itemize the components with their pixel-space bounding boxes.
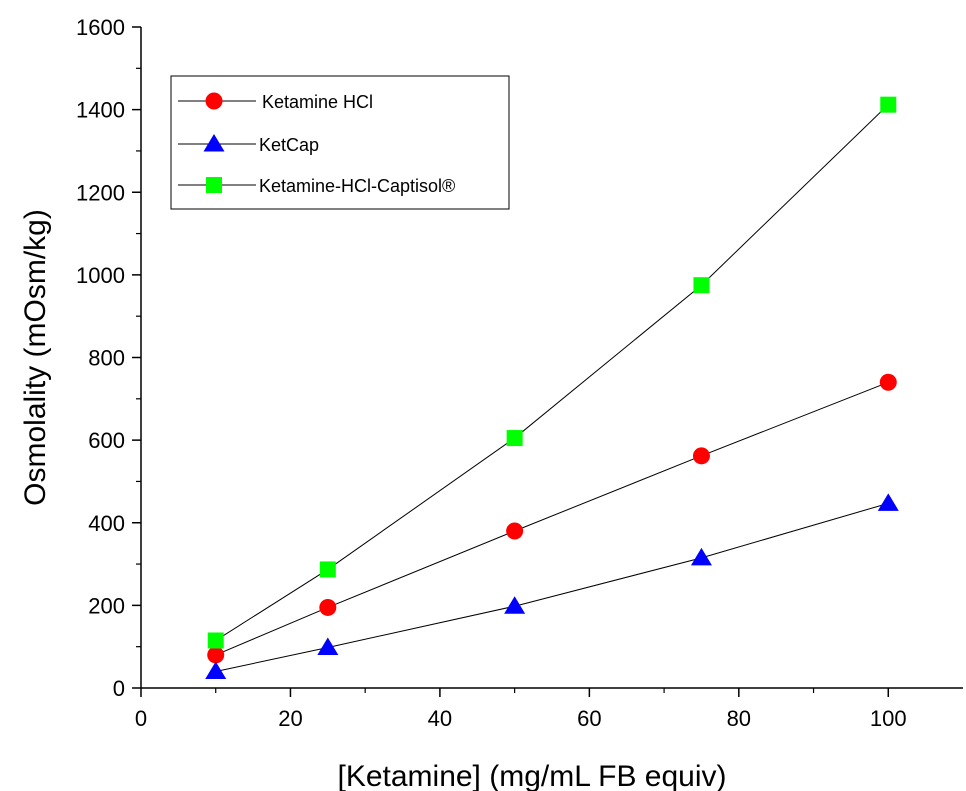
data-point xyxy=(690,547,712,566)
data-point xyxy=(207,646,225,664)
data-point xyxy=(317,637,339,656)
data-point xyxy=(880,96,897,113)
x-axis-title: [Ketamine] (mg/mL FB equiv) xyxy=(337,760,726,791)
y-tick-label: 1200 xyxy=(76,180,125,205)
legend: Ketamine HCl KetCap Ketamine-HCl-Captisol® xyxy=(170,75,510,210)
series-line-1 xyxy=(215,502,889,672)
data-point xyxy=(205,661,227,679)
x-tick-label: 80 xyxy=(727,706,751,731)
x-tick-label: 60 xyxy=(577,706,601,731)
data-point xyxy=(319,598,337,616)
x-tick-label: 100 xyxy=(870,706,907,731)
legend-label: Ketamine HCl xyxy=(262,92,373,112)
y-tick-label: 1400 xyxy=(76,98,125,123)
y-tick-label: 200 xyxy=(88,593,125,618)
y-tick-label: 400 xyxy=(88,511,125,536)
legend-marker xyxy=(203,134,225,152)
y-tick-label: 1600 xyxy=(76,15,125,40)
data-point xyxy=(692,447,710,465)
x-tick-label: 20 xyxy=(278,706,302,731)
legend-label: KetCap xyxy=(259,135,319,155)
data-point xyxy=(506,522,524,540)
y-tick-label: 1000 xyxy=(76,263,125,288)
data-point xyxy=(207,632,224,649)
data-point xyxy=(879,373,897,391)
legend-marker xyxy=(205,92,223,110)
x-tick-label: 0 xyxy=(135,706,147,731)
y-tick-label: 0 xyxy=(113,676,125,701)
x-tick-label: 40 xyxy=(428,706,452,731)
series-line-0 xyxy=(215,381,889,656)
legend-marker xyxy=(206,177,222,193)
axes: 0 20 40 60 80 1000200400600800100012001400160… xyxy=(76,15,963,731)
legend-box xyxy=(170,75,510,210)
legend-label: Ketamine-HCl-Captisol® xyxy=(259,176,455,196)
y-tick-label: 800 xyxy=(88,346,125,371)
y-tick-label: 600 xyxy=(88,428,125,453)
data-point xyxy=(504,596,526,614)
data-point xyxy=(319,561,336,578)
series-markers xyxy=(205,96,899,679)
y-axis-title: Osmolality (mOsm/kg) xyxy=(19,209,52,506)
data-point xyxy=(693,277,710,294)
data-point xyxy=(877,493,899,511)
data-point xyxy=(506,430,523,447)
